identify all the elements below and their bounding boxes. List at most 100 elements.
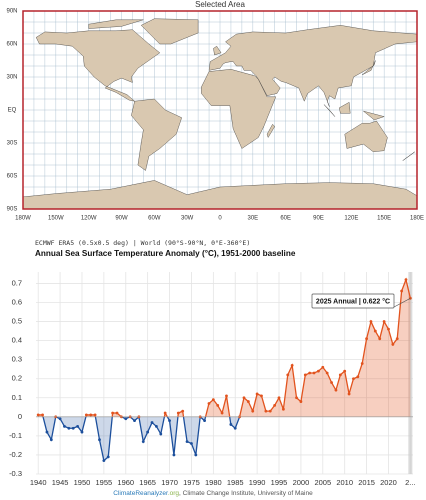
lat-label: 60S [7,174,18,180]
lat-label: 30S [7,141,18,147]
land [339,102,350,113]
point [45,430,49,434]
point [338,373,342,377]
lon-label: 90W [115,216,128,222]
point [299,400,303,403]
point [98,438,101,442]
x-tick-label: 2... [405,478,415,487]
point [325,371,329,375]
x-tick-label: 2005 [314,478,331,487]
point [378,337,382,341]
x-tick-label: 1970 [161,478,178,487]
y-tick-label: 0.7 [12,278,22,287]
y-tick-label: 0.2 [12,374,22,383]
point [225,394,228,398]
point [391,343,395,346]
chart-title: Annual Sea Surface Temperature Anomaly (… [35,249,296,258]
point [41,413,44,417]
point [159,432,163,436]
point [146,430,150,434]
lat-label: 60N [6,42,17,48]
point [281,407,285,411]
point [71,426,75,430]
point [352,377,355,381]
land [89,20,144,29]
lon-label: 150W [48,216,64,222]
point [150,421,154,424]
x-tick-label: 1955 [96,478,113,487]
y-tick-label: 0.4 [12,336,22,345]
point [312,371,316,375]
land [324,105,335,117]
point [330,381,333,384]
y-tick-label: 0.5 [12,317,22,326]
point [172,453,176,457]
map-border [22,10,418,210]
x-tick-label: 1990 [249,478,266,487]
map [22,10,418,210]
y-tick-label: 0.6 [12,297,22,306]
map-title: Selected Area [195,0,245,9]
footer-credit: , Climate Change Institute, University o… [179,490,313,497]
point [58,417,62,421]
lon-label: 180E [410,216,424,222]
point [260,394,263,398]
x-tick-label: 1960 [117,478,134,487]
x-tick-label: 1995 [271,478,288,487]
lon-label: 120E [344,216,358,222]
y-tick-label: -0.1 [9,431,22,440]
lon-label: 30W [181,216,194,222]
point [163,411,167,415]
point [84,413,88,417]
point [246,400,250,403]
point [400,289,404,293]
point [286,373,290,377]
point [63,424,66,428]
point [141,440,145,444]
point [264,409,268,413]
point [369,320,373,323]
point [395,337,399,341]
point [168,419,171,423]
land [345,121,388,152]
area [38,279,411,417]
y-tick-label: 0 [18,412,22,421]
land [141,19,198,44]
point [67,426,71,430]
point [356,375,360,379]
y-tick-label: 0.3 [12,355,22,364]
x-tick-label: 1975 [183,478,200,487]
x-tick-label: 1940 [30,478,47,487]
point [220,411,224,415]
point [211,398,215,402]
point [303,373,307,377]
x-tick-label: 1980 [205,478,222,487]
point [93,413,97,417]
footer: ClimateReanalyzer.org, Climate Change In… [113,490,313,497]
point [185,440,189,444]
x-tick-label: 1950 [74,478,91,487]
point [176,411,180,415]
annotation-leader [393,298,411,308]
x-tick-label: 2020 [380,478,397,487]
point [194,453,198,457]
point [343,369,347,373]
land [23,180,417,209]
point [181,409,185,413]
lon-label: 90E [313,216,324,222]
lon-label: 30E [247,216,258,222]
point [404,278,408,282]
annotation-box [311,293,395,309]
point [255,392,259,396]
y-tick-label: -0.2 [9,450,22,459]
point [308,371,312,375]
lon-label: 180W [15,216,31,222]
land-group [23,19,417,209]
x-tick-label: 2015 [358,478,375,487]
point [373,329,377,333]
land [131,99,181,171]
point [360,362,364,365]
y-tick-label: -0.3 [9,469,22,478]
point [295,396,298,400]
